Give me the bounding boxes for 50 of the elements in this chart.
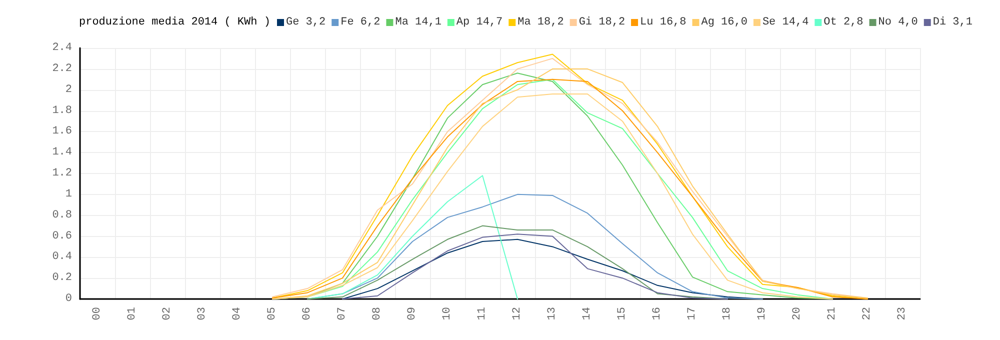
x-tick-label: 01: [126, 306, 138, 320]
legend-label: Ma 18,2: [518, 16, 564, 28]
y-tick-label: 1: [65, 188, 72, 200]
y-tick-label: 1.8: [52, 104, 72, 117]
y-tick-label: 0.4: [52, 251, 72, 264]
legend-label: Ap 14,7: [456, 16, 503, 28]
y-tick-label: 0.8: [52, 209, 72, 222]
x-tick-label: 03: [196, 307, 208, 320]
y-tick-label: 0: [65, 293, 72, 305]
legend-label: No 4,0: [878, 16, 918, 28]
x-tick-label: 09: [406, 307, 418, 320]
x-tick-label: 00: [92, 307, 104, 320]
y-tick-label: 2: [65, 84, 72, 96]
legend-label: Di 3,1: [932, 16, 973, 28]
x-tick-label: 19: [756, 307, 768, 320]
x-tick-label: 20: [792, 307, 804, 320]
legend-label: Ag 16,0: [701, 16, 748, 28]
legend-label: Ma 14,1: [395, 16, 442, 28]
legend-label: Fe 6,2: [340, 16, 380, 28]
x-tick-label: 18: [722, 307, 734, 320]
x-tick-label: 06: [302, 307, 314, 320]
y-tick-label: 1.4: [52, 146, 72, 159]
y-tick-label: 1.2: [52, 168, 72, 180]
x-tick-label: 15: [616, 307, 628, 320]
x-tick-label: 23: [896, 307, 908, 320]
y-tick-label: 0.6: [52, 230, 72, 242]
x-tick-label: 05: [266, 307, 278, 320]
x-tick-label: 02: [162, 307, 174, 320]
x-tick-label: 21: [826, 306, 838, 320]
y-tick-label: 2.2: [52, 62, 72, 75]
legend-label: Lu 16,8: [640, 16, 686, 28]
x-tick-label: 04: [232, 306, 244, 320]
x-tick-label: 12: [512, 307, 524, 320]
chart-title: produzione media 2014 ( KWh ): [79, 16, 270, 28]
y-tick-label: 2.4: [52, 42, 72, 54]
legend-label: Se 14,4: [762, 16, 810, 28]
legend-label: Gi 18,2: [578, 16, 626, 28]
x-tick-label: 08: [372, 307, 384, 320]
x-tick-label: 07: [336, 307, 348, 320]
x-tick-label: 22: [862, 307, 874, 320]
y-tick-label: 1.6: [52, 126, 72, 138]
y-tick-label: 0.2: [52, 272, 72, 284]
x-tick-label: 17: [686, 307, 698, 320]
legend-label: Ot 2,8: [824, 16, 864, 28]
x-tick-label: 11: [476, 306, 488, 320]
x-tick-label: 10: [442, 307, 454, 320]
x-tick-label: 14: [582, 306, 594, 320]
x-tick-label: 13: [546, 307, 558, 320]
x-tick-label: 16: [652, 307, 664, 320]
legend-label: Ge 3,2: [286, 16, 326, 28]
